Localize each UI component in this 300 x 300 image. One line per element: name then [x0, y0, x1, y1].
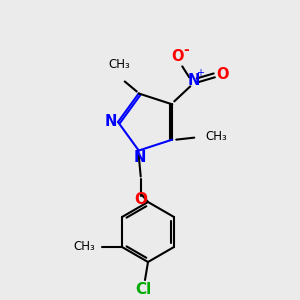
- Text: -: -: [183, 44, 189, 57]
- Text: CH₃: CH₃: [109, 58, 130, 71]
- Text: CH₃: CH₃: [73, 239, 95, 253]
- Text: Cl: Cl: [135, 281, 151, 296]
- Text: N: N: [134, 150, 146, 165]
- Text: CH₃: CH₃: [205, 130, 227, 143]
- Text: O: O: [134, 192, 147, 207]
- Text: O: O: [216, 67, 229, 82]
- Text: +: +: [196, 68, 204, 78]
- Text: N: N: [105, 115, 117, 130]
- Text: N: N: [188, 73, 200, 88]
- Text: O: O: [171, 49, 184, 64]
